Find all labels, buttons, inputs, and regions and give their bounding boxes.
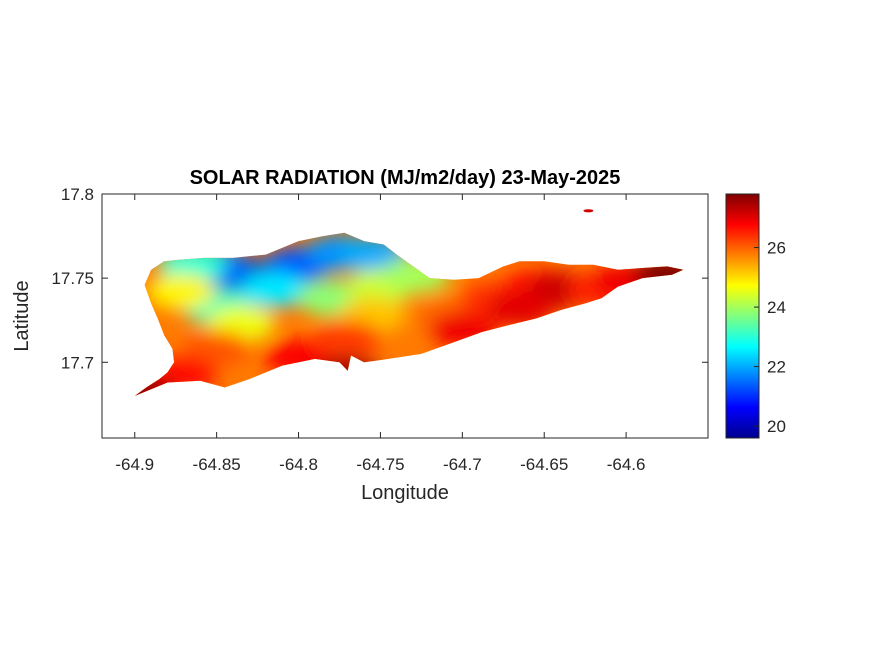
colorbar-ticks: 20 22 24 26 [754,239,786,436]
heatmap-region-18 [313,320,382,357]
colorbar-tick-label: 20 [767,417,786,436]
x-axis-label: Longitude [361,482,449,504]
x-tick-label: -64.7 [443,455,482,474]
y-tick-label: 17.7 [61,353,94,372]
colorbar-gradient [725,193,760,439]
heatmap-region-15 [182,330,251,367]
colorbar-tick-label: 24 [767,298,786,317]
x-tick-label: -64.65 [520,455,568,474]
colorbar: 20 22 24 26 [725,193,786,439]
x-tick-label: -64.9 [115,455,154,474]
y-axis: 17.7 17.75 17.8 [51,185,708,372]
heatmap-region-29 [485,290,554,327]
colorbar-tick-label: 26 [767,239,786,258]
x-tick-label: -64.85 [193,455,241,474]
heatmap-region-11 [146,273,215,310]
y-tick-label: 17.8 [61,185,94,204]
chart-title: SOLAR RADIATION (MJ/m2/day) 23-May-2025 [190,167,621,189]
x-axis: -64.9 -64.85 -64.8 -64.75 -64.7 -64.65 -64.6 [115,194,645,474]
x-tick-label: -64.8 [279,455,318,474]
x-tick-label: -64.75 [356,455,404,474]
islet-marker [583,209,594,213]
heatmap-region-6 [240,271,308,308]
y-tick-label: 17.75 [51,269,94,288]
x-tick-label: -64.6 [607,455,646,474]
colorbar-tick-label: 22 [767,358,786,377]
y-axis-label: Latitude [11,280,33,351]
